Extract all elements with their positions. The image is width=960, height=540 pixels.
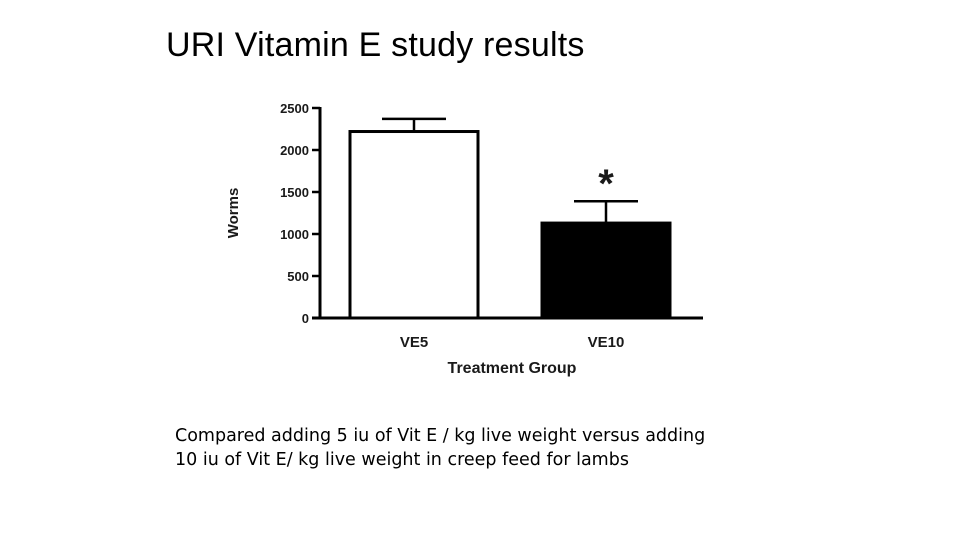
y-axis-ticks: 0 500 1000 1500 2000 2500: [280, 101, 320, 326]
slide-title: URI Vitamin E study results: [166, 26, 585, 64]
y-axis-title: Worms: [225, 188, 242, 239]
bar-ve5: [348, 130, 480, 320]
bar-chart: 0 500 1000 1500 2000 2500 VE5 VE10 * Worms Tre…: [200, 88, 740, 388]
annotations: *: [598, 162, 614, 206]
bar-ve10: [540, 221, 672, 320]
significance-star: *: [598, 162, 614, 206]
bars: [348, 130, 672, 320]
y-tick-label: 1000: [280, 227, 309, 242]
y-tick-label: 2500: [280, 101, 309, 116]
error-bars: [382, 117, 638, 224]
y-tick-label: 500: [287, 269, 309, 284]
x-axis-tick-labels: VE5 VE10: [400, 334, 625, 351]
y-tick-label: 0: [302, 311, 309, 326]
y-tick-label: 2000: [280, 143, 309, 158]
chart-canvas: 0 500 1000 1500 2000 2500 VE5 VE10 * Worms Tre…: [225, 101, 703, 377]
x-axis-title: Treatment Group: [448, 360, 577, 377]
y-tick-label: 1500: [280, 185, 309, 200]
x-tick-label: VE5: [400, 334, 428, 351]
caption-line-1: Compared adding 5 iu of Vit E / kg live …: [175, 426, 706, 446]
caption-line-2: 10 iu of Vit E/ kg live weight in creep …: [175, 450, 629, 470]
x-tick-label: VE10: [588, 334, 625, 351]
caption: Compared adding 5 iu of Vit E / kg live …: [175, 424, 815, 472]
